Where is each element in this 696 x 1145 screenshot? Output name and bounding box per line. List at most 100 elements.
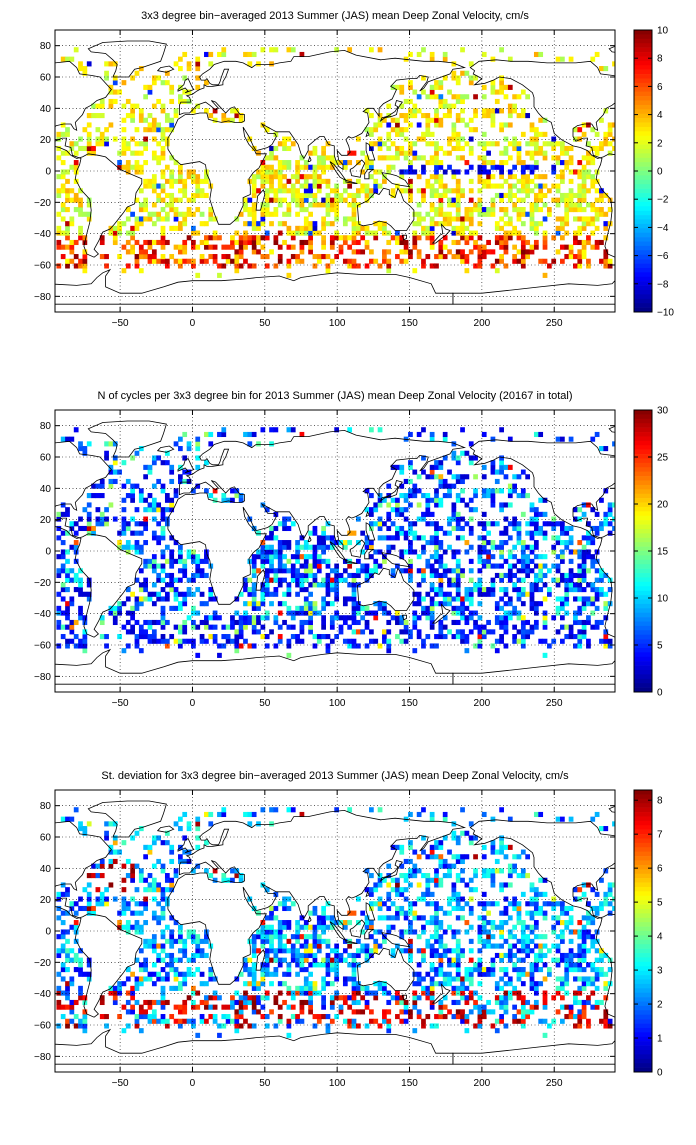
heatmap-bin [456,526,461,531]
heatmap-bin [74,160,79,165]
heatmap-bin [391,887,396,892]
heatmap-bin [282,568,287,573]
heatmap-bin [508,198,513,203]
heatmap-bin [491,263,496,268]
heatmap-bin [330,198,335,203]
heatmap-bin [130,615,135,620]
heatmap-bin [113,991,118,996]
heatmap-bin [300,249,305,254]
heatmap-bin [230,235,235,240]
heatmap-bin [304,240,309,245]
heatmap-bin [56,132,61,137]
heatmap-bin [517,249,522,254]
colorbar-tick-label: −2 [657,195,669,206]
heatmap-bin [213,235,218,240]
heatmap-bin [386,611,391,616]
heatmap-bin [247,601,252,606]
heatmap-bin [339,625,344,630]
heatmap-bin [399,629,404,634]
heatmap-bin [187,972,192,977]
colorbar-tick-label: −8 [657,279,669,290]
heatmap-bin [521,568,526,573]
heatmap-bin [87,61,92,66]
heatmap-bin [300,545,305,550]
heatmap-bin [300,554,305,559]
heatmap-bin [182,1009,187,1014]
heatmap-bin [274,146,279,151]
heatmap-bin [61,882,66,887]
heatmap-bin [274,615,279,620]
heatmap-bin [595,587,600,592]
heatmap-bin [161,615,166,620]
heatmap-bin [247,207,252,212]
heatmap-bin [343,920,348,925]
heatmap-bin [330,948,335,953]
heatmap-bin [256,1009,261,1014]
heatmap-bin [399,1009,404,1014]
heatmap-bin [265,962,270,967]
heatmap-bin [269,981,274,986]
heatmap-bin [82,526,87,531]
heatmap-bin [456,179,461,184]
heatmap-bin [599,573,604,578]
colorbar-segment [634,290,652,295]
heatmap-bin [486,493,491,498]
heatmap-bin [321,596,326,601]
heatmap-bin [308,240,313,245]
heatmap-bin [586,188,591,193]
heatmap-bin [443,531,448,536]
heatmap-bin [126,545,131,550]
heatmap-bin [321,202,326,207]
heatmap-bin [122,1028,127,1033]
colorbar-tick-label: 4 [657,110,663,121]
heatmap-bin [469,179,474,184]
heatmap-bin [369,47,374,52]
heatmap-bin [356,1000,361,1005]
heatmap-bin [178,972,183,977]
heatmap-bin [538,198,543,203]
heatmap-bin [282,240,287,245]
heatmap-bin [213,611,218,616]
heatmap-bin [443,99,448,104]
heatmap-bin [504,245,509,250]
heatmap-bin [169,850,174,855]
heatmap-bin [456,132,461,137]
heatmap-bin [65,549,70,554]
heatmap-bin [577,263,582,268]
heatmap-bin [317,165,322,170]
heatmap-bin [343,188,348,193]
heatmap-bin [430,432,435,437]
heatmap-bin [590,437,595,442]
heatmap-bin [451,502,456,507]
heatmap-bin [143,944,148,949]
heatmap-bin [317,184,322,189]
heatmap-bin [69,620,74,625]
heatmap-bin [456,521,461,526]
heatmap-bin [308,165,313,170]
heatmap-bin [530,601,535,606]
heatmap-bin [87,122,92,127]
heatmap-bin [491,587,496,592]
heatmap-bin [135,620,140,625]
heatmap-bin [538,432,543,437]
heatmap-bin [451,127,456,132]
heatmap-bin [148,596,153,601]
heatmap-bin [373,615,378,620]
heatmap-bin [165,559,170,564]
heatmap-bin [313,643,318,648]
heatmap-bin [143,474,148,479]
heatmap-bin [156,141,161,146]
heatmap-bin [512,488,517,493]
heatmap-bin [122,526,127,531]
heatmap-bin [521,165,526,170]
colorbar-segment [634,520,652,525]
heatmap-bin [399,169,404,174]
heatmap-bin [204,559,209,564]
heatmap-bin [135,169,140,174]
heatmap-bin [161,108,166,113]
heatmap-bin [556,249,561,254]
heatmap-bin [334,573,339,578]
heatmap-bin [161,915,166,920]
y-tick-label: 60 [40,453,52,464]
